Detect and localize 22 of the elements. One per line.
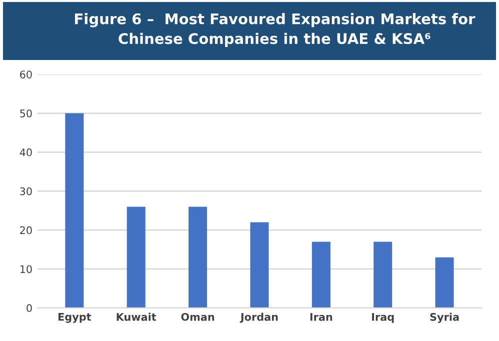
x-tick-label: Syria [430,312,459,323]
bar [65,113,84,308]
y-tick-label: 60 [20,70,32,78]
y-tick-label: 40 [20,148,32,156]
chart-title: Figure 6 – Most Favoured Expansion Markets for Chinese Companies in the UAE & KSA⁶ [75,13,476,47]
bar [188,206,208,308]
x-tick-label: Egypt [58,313,92,323]
y-tick-label: 10 [20,265,32,274]
x-tick-label: Oman [181,312,214,321]
x-tick-label: Iran [310,313,332,321]
x-tick-label: Iraq [372,313,394,323]
y-tick-label: 20 [20,226,32,234]
bar [435,257,454,308]
y-tick-label: 50 [20,109,32,118]
bar [126,206,146,308]
bar [250,222,269,308]
bar [374,242,392,308]
y-tick-label: 30 [20,187,32,196]
bar [312,242,330,308]
x-tick-label: Kuwait [116,312,156,321]
y-tick-label: 0 [26,304,32,312]
x-tick-label: Jordan [240,312,278,323]
